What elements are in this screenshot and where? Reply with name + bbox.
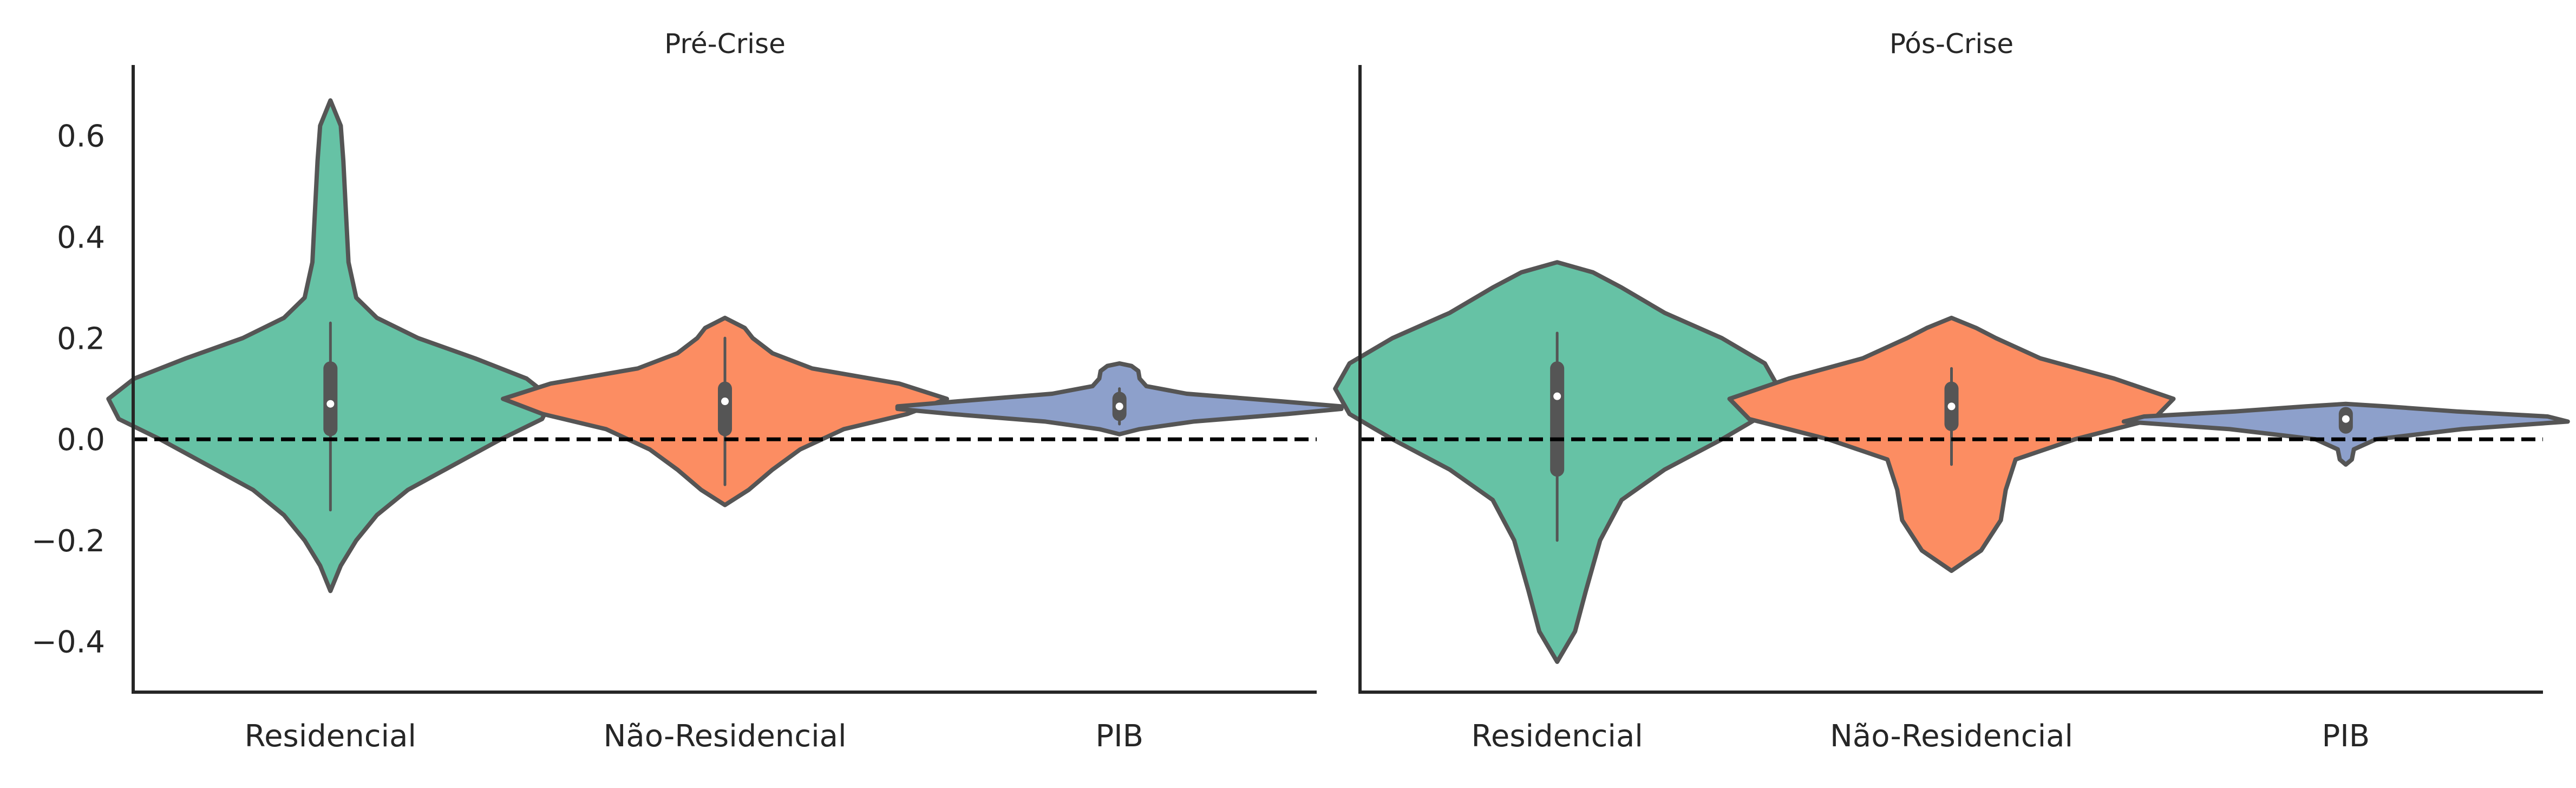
x-tick-label: Residencial bbox=[245, 719, 416, 754]
violin-median-residencial bbox=[1553, 392, 1561, 400]
x-tick-label: Residencial bbox=[1472, 719, 1643, 754]
x-tick-label: Não-Residencial bbox=[1830, 719, 2073, 754]
violin-median-residencial bbox=[326, 400, 335, 408]
violin-median-nao-residencial bbox=[1947, 402, 1956, 411]
panel-title: Pré-Crise bbox=[664, 28, 786, 60]
y-tick-label: 0.0 bbox=[57, 422, 105, 458]
violin-median-pib bbox=[2342, 415, 2350, 423]
x-tick-label: Não-Residencial bbox=[603, 719, 846, 754]
y-tick-label: 0.4 bbox=[57, 220, 105, 256]
panel-title: Pós-Crise bbox=[1889, 28, 2013, 60]
y-tick-label: 0.2 bbox=[57, 321, 105, 356]
y-tick-label: −0.2 bbox=[31, 524, 105, 559]
x-tick-label: PIB bbox=[1095, 719, 1143, 754]
y-tick-label: 0.6 bbox=[57, 119, 105, 154]
violin-median-pib bbox=[1115, 402, 1123, 411]
panel-pos-crise: Pós-Crise Residencial Não-Residencial PIB bbox=[1333, 28, 2570, 754]
violin-median-nao-residencial bbox=[721, 398, 729, 406]
x-tick-label: PIB bbox=[2322, 719, 2370, 754]
y-tick-label: −0.4 bbox=[31, 625, 105, 660]
panel-pre-crise: Pré-Crise Residencial Não-Residencial PIB −0… bbox=[31, 28, 1344, 754]
